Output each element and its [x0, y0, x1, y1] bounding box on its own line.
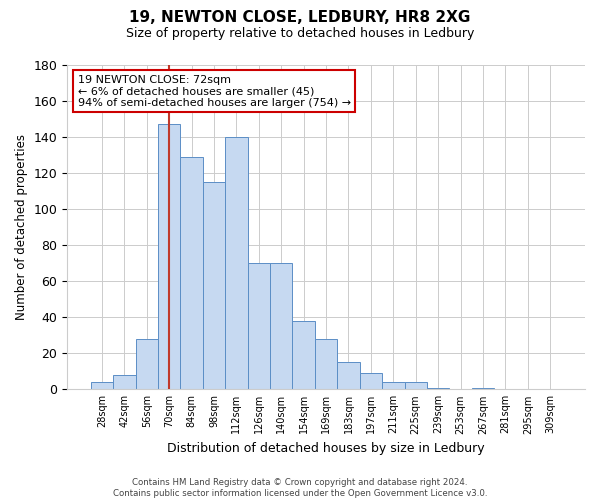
Bar: [360, 373, 382, 390]
Bar: [337, 362, 360, 390]
Y-axis label: Number of detached properties: Number of detached properties: [15, 134, 28, 320]
Bar: [404, 382, 427, 390]
Text: Contains HM Land Registry data © Crown copyright and database right 2024.
Contai: Contains HM Land Registry data © Crown c…: [113, 478, 487, 498]
Bar: [203, 182, 225, 390]
Bar: [181, 157, 203, 390]
Bar: [113, 375, 136, 390]
Bar: [292, 321, 315, 390]
Bar: [270, 263, 292, 390]
Text: 19 NEWTON CLOSE: 72sqm
← 6% of detached houses are smaller (45)
94% of semi-deta: 19 NEWTON CLOSE: 72sqm ← 6% of detached …: [77, 74, 350, 108]
Text: Size of property relative to detached houses in Ledbury: Size of property relative to detached ho…: [126, 28, 474, 40]
Bar: [91, 382, 113, 390]
Bar: [136, 339, 158, 390]
X-axis label: Distribution of detached houses by size in Ledbury: Distribution of detached houses by size …: [167, 442, 485, 455]
Bar: [427, 388, 449, 390]
Bar: [158, 124, 181, 390]
Bar: [248, 263, 270, 390]
Bar: [382, 382, 404, 390]
Text: 19, NEWTON CLOSE, LEDBURY, HR8 2XG: 19, NEWTON CLOSE, LEDBURY, HR8 2XG: [130, 10, 470, 25]
Bar: [472, 388, 494, 390]
Bar: [225, 137, 248, 390]
Bar: [315, 339, 337, 390]
